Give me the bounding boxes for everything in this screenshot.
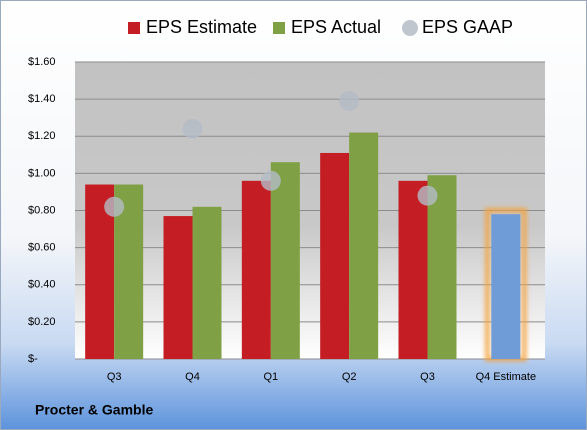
legend-label: EPS Actual (291, 17, 381, 37)
bar (241, 180, 271, 359)
x-tick-label: Q2 (342, 371, 357, 383)
legend-swatch (402, 20, 418, 36)
y-tick-label: $1.40 (28, 93, 56, 105)
bar (427, 175, 457, 359)
legend-label: EPS GAAP (422, 17, 513, 37)
gaap-dot (260, 170, 281, 191)
x-tick-label: Q4 (185, 371, 200, 383)
bar (163, 216, 193, 359)
bar (349, 132, 379, 359)
gaap-dot (339, 90, 360, 111)
y-tick-label: $0.60 (28, 242, 56, 254)
gaap-dot (417, 185, 438, 206)
y-tick-label: $1.20 (28, 130, 56, 142)
gaap-dot (104, 196, 125, 217)
legend-swatch (273, 22, 285, 34)
y-tick-label: $- (28, 353, 38, 365)
bar (398, 180, 428, 359)
x-tick-label: Q3 (420, 371, 435, 383)
y-tick-label: $1.60 (28, 56, 56, 68)
y-tick-label: $0.40 (28, 279, 56, 291)
x-tick-label: Q4 Estimate (476, 371, 537, 383)
y-tick-label: $0.20 (28, 316, 56, 328)
x-tick-label: Q3 (107, 371, 122, 383)
bar (491, 214, 521, 359)
gaap-dot (182, 118, 203, 139)
footer: Procter & Gamble (35, 402, 153, 418)
legend-swatch (128, 22, 140, 34)
bar (320, 152, 350, 359)
bar (192, 206, 222, 359)
y-tick-label: $0.80 (28, 204, 56, 216)
y-tick-label: $1.00 (28, 167, 56, 179)
legend-label: EPS Estimate (146, 17, 257, 37)
x-tick-label: Q1 (263, 371, 278, 383)
bar (270, 162, 300, 359)
